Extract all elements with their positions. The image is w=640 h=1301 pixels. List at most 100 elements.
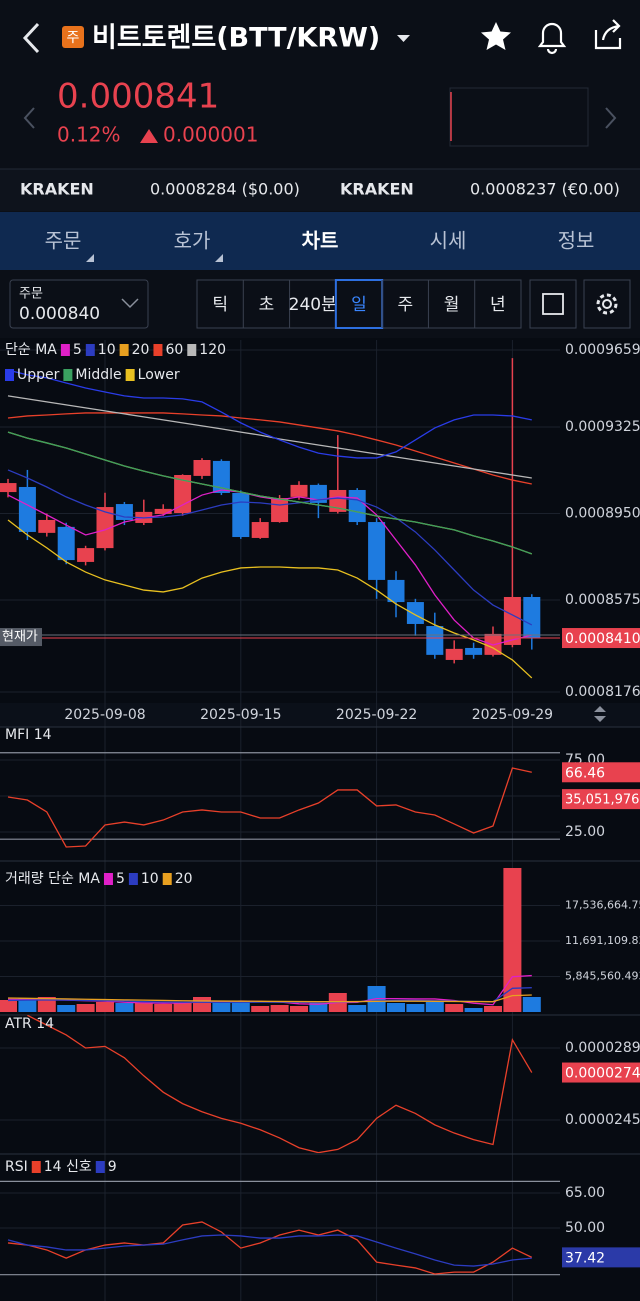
share[interactable] — [594, 19, 622, 50]
layout-button[interactable] — [529, 279, 577, 329]
period-button[interactable]: 틱 — [212, 295, 228, 315]
date-axis — [0, 703, 640, 727]
period-button[interactable]: 240분 — [289, 295, 337, 315]
tab[interactable]: 시세 — [430, 229, 467, 253]
period-button[interactable]: 월 — [444, 295, 460, 315]
volume-bar — [406, 1004, 425, 1012]
volume-bar — [154, 1004, 173, 1012]
legend-label: 20 — [132, 342, 150, 358]
exchange-price: 0.0008284 ($0.00) — [150, 180, 300, 199]
legend-swatch — [95, 1161, 105, 1173]
legend-swatch — [125, 369, 135, 381]
y-tick-label: 50.00 — [565, 1220, 605, 1236]
candle-body — [426, 626, 444, 655]
gear-teeth — [596, 293, 618, 315]
y-tick-label: 65.00 — [565, 1185, 605, 1201]
series-line — [7, 412, 532, 485]
tab-marker — [215, 254, 223, 262]
candle-body — [290, 484, 308, 497]
chart-area — [0, 338, 640, 1301]
series-line — [7, 395, 532, 479]
volume-bar — [290, 1005, 308, 1012]
panel — [0, 1180, 560, 1276]
candle-body — [387, 579, 405, 603]
legend-label: 10 — [141, 871, 159, 887]
exchange-name: KRAKEN — [340, 180, 414, 199]
current-label: 0.0008410 — [565, 631, 640, 647]
next[interactable] — [605, 107, 617, 129]
prev[interactable] — [23, 107, 35, 129]
legend-title: ATR 14 — [5, 1016, 54, 1032]
legend-label: 14 신호 — [44, 1159, 92, 1175]
tab[interactable]: 정보 — [558, 229, 595, 253]
current-tag: 현재가 — [2, 630, 38, 645]
period-button[interactable]: 주 — [397, 295, 413, 315]
candle-body — [271, 498, 289, 523]
volume-bar — [173, 1002, 192, 1012]
scale-toggle[interactable] — [594, 706, 606, 722]
y-tick-label: 0.0000289 — [565, 1040, 640, 1056]
legend-label: 120 — [199, 342, 226, 358]
change-pct: 0.12% — [57, 123, 121, 147]
change: 0.000001 — [163, 123, 258, 147]
exchange-name: KRAKEN — [20, 180, 94, 199]
legend-title: MFI 14 — [5, 727, 52, 743]
candle-body — [193, 460, 211, 476]
volume-bar — [115, 1002, 134, 1012]
x-tick-label: 2025-09-15 — [200, 707, 281, 723]
volume-bar — [251, 1005, 270, 1012]
up-arrow — [140, 129, 158, 143]
tab-bar — [0, 212, 640, 270]
current-label: 35,051,976 — [565, 793, 639, 808]
candle-body — [368, 522, 386, 580]
legend-swatch — [85, 344, 95, 356]
candle-body — [77, 548, 95, 562]
current-box — [562, 789, 640, 810]
back-button[interactable] — [22, 22, 40, 54]
exchange-row — [0, 169, 640, 211]
y-tick-label: 0.0008575 — [565, 592, 640, 608]
series-line — [7, 519, 533, 679]
tab[interactable]: 주문 — [45, 229, 82, 253]
exchange-price: 0.0008237 (€0.00) — [470, 180, 620, 199]
series-line — [7, 1221, 533, 1275]
current-box — [562, 628, 640, 649]
settings-button[interactable] — [583, 279, 631, 329]
tab-selected[interactable]: 차트 — [302, 229, 339, 253]
price: 0.000841 — [57, 77, 219, 117]
legend-swatch — [162, 873, 172, 885]
alarm[interactable] — [537, 22, 567, 55]
legend-label: 5 — [116, 871, 125, 887]
volume-bar — [484, 1005, 502, 1012]
legend-label: Middle — [75, 367, 121, 383]
current-box — [562, 762, 640, 783]
series-line — [7, 994, 532, 1003]
y-tick-label: 0.0009659 — [565, 342, 640, 358]
candle-body — [348, 489, 366, 523]
candle-body — [38, 519, 56, 533]
tab[interactable]: 호가 — [174, 229, 211, 253]
period-button[interactable]: 일 — [351, 295, 367, 315]
order-box[interactable] — [9, 279, 149, 329]
legend-label: 5 — [73, 342, 82, 358]
volume-bar — [193, 996, 211, 1012]
period-button[interactable]: 년 — [490, 295, 506, 315]
series-line — [7, 369, 532, 459]
y-tick-label: 11,691,109.836 — [565, 934, 640, 947]
volume-bar — [309, 1002, 328, 1012]
period-button[interactable]: 초 — [259, 295, 275, 315]
legend-label: Upper — [17, 367, 60, 383]
title: 비트토렌트(BTT/KRW) — [92, 23, 380, 54]
favorite[interactable] — [481, 22, 511, 50]
volume-bar — [96, 1001, 114, 1012]
gear-hub — [602, 299, 612, 309]
panel — [0, 868, 560, 1012]
y-tick-label: 17,536,664.755 — [565, 898, 640, 911]
legend-title: 거래량 단순 MA — [5, 871, 100, 887]
volume-bar — [464, 1007, 483, 1012]
y-tick-label: 0.0000245 — [565, 1112, 640, 1128]
volume-bar — [0, 999, 18, 1012]
dropdown[interactable] — [397, 35, 410, 42]
candle-body — [154, 508, 172, 514]
